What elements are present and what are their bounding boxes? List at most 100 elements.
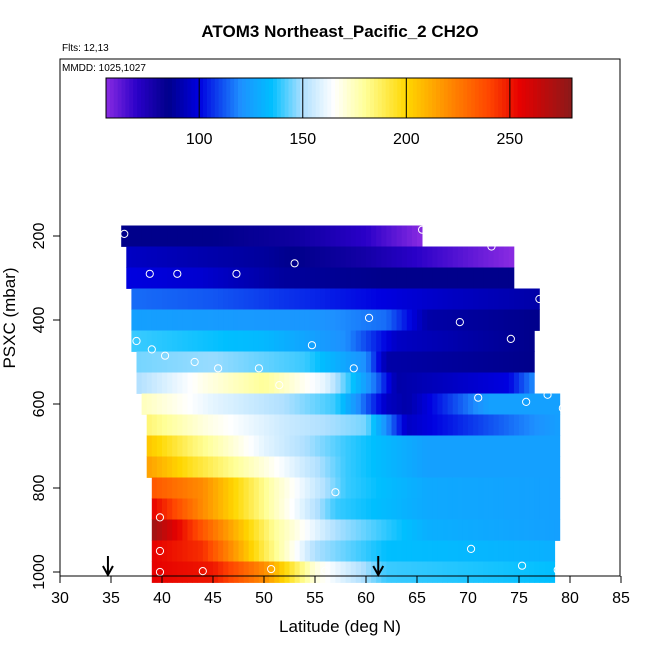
heatmap-cell-0-46 xyxy=(355,225,362,247)
heatmap-cell-6-20 xyxy=(238,351,244,373)
x-tick-label-1: 35 xyxy=(102,590,120,607)
heatmap-cell-7-77 xyxy=(529,372,535,394)
colorbar-segment-8 xyxy=(137,78,142,118)
heatmap-cell-6-71 xyxy=(498,351,505,373)
heatmap-cell-12-40 xyxy=(355,477,362,499)
heatmap-cell-3-4 xyxy=(151,288,158,310)
heatmap-cell-2-55 xyxy=(406,267,413,289)
heatmap-cell-5-22 xyxy=(243,330,250,352)
heatmap-cell-15-45 xyxy=(381,540,387,562)
heatmap-cell-11-6 xyxy=(177,456,183,478)
heatmap-cell-14-72 xyxy=(519,519,525,541)
heatmap-cell-9-19 xyxy=(243,414,250,436)
heatmap-cell-14-10 xyxy=(202,519,209,541)
heatmap-cell-3-58 xyxy=(427,288,433,310)
heatmap-cell-8-55 xyxy=(422,393,428,415)
heatmap-cell-14-55 xyxy=(432,519,438,541)
heatmap-cell-9-5 xyxy=(172,414,178,436)
heatmap-cell-11-46 xyxy=(381,456,387,478)
heatmap-cell-11-60 xyxy=(452,456,459,478)
heatmap-cell-6-5 xyxy=(162,351,168,373)
heatmap-cell-12-12 xyxy=(213,477,219,499)
heatmap-cell-13-37 xyxy=(340,498,346,520)
heatmap-cell-16-15 xyxy=(228,561,234,583)
heatmap-cell-8-46 xyxy=(376,393,382,415)
heatmap-cell-13-47 xyxy=(391,498,397,520)
heatmap-cell-2-42 xyxy=(340,267,346,289)
heatmap-cell-16-1 xyxy=(156,561,163,583)
heatmap-cell-12-70 xyxy=(508,477,515,499)
heatmap-cell-14-2 xyxy=(162,519,168,541)
heatmap-cell-0-57 xyxy=(411,225,418,247)
heatmap-cell-9-3 xyxy=(162,414,168,436)
heatmap-cell-16-27 xyxy=(289,561,295,583)
heatmap-cell-3-40 xyxy=(335,288,341,310)
heatmap-cell-0-36 xyxy=(304,225,311,247)
heatmap-cell-6-35 xyxy=(315,351,321,373)
colorbar-segment-104 xyxy=(509,78,515,118)
heatmap-cell-0-39 xyxy=(320,225,326,247)
heatmap-cell-0-31 xyxy=(279,225,285,247)
heatmap-cell-0-48 xyxy=(366,225,372,247)
heatmap-cell-4-1 xyxy=(136,309,142,331)
heatmap-cell-12-77 xyxy=(544,477,550,499)
heatmap-cell-4-15 xyxy=(207,309,214,331)
heatmap-cell-14-6 xyxy=(182,519,188,541)
heatmap-cell-7-66 xyxy=(473,372,479,394)
heatmap-cell-14-64 xyxy=(478,519,484,541)
heatmap-cell-14-44 xyxy=(376,519,382,541)
heatmap-cell-13-73 xyxy=(524,498,530,520)
heatmap-cell-10-40 xyxy=(350,435,357,457)
heatmap-cell-6-46 xyxy=(371,351,377,373)
heatmap-cell-14-25 xyxy=(279,519,285,541)
heatmap-cell-13-15 xyxy=(228,498,234,520)
heatmap-cell-8-11 xyxy=(197,393,204,415)
heatmap-cell-4-37 xyxy=(320,309,326,331)
heatmap-cell-12-4 xyxy=(172,477,178,499)
heatmap-cell-2-32 xyxy=(289,267,295,289)
colorbar-segment-48 xyxy=(292,78,297,118)
heatmap-cell-3-48 xyxy=(376,288,382,310)
heatmap-cell-14-30 xyxy=(304,519,311,541)
heatmap-cell-5-63 xyxy=(452,330,459,352)
heatmap-cell-3-79 xyxy=(534,288,540,310)
heatmap-cell-11-37 xyxy=(335,456,341,478)
heatmap-cell-7-9 xyxy=(182,372,188,394)
heatmap-cell-12-69 xyxy=(503,477,510,499)
heatmap-cell-12-60 xyxy=(457,477,464,499)
heatmap-cell-10-14 xyxy=(218,435,224,457)
heatmap-cell-16-42 xyxy=(366,561,372,583)
heatmap-cell-5-6 xyxy=(162,330,168,352)
heatmap-cell-11-47 xyxy=(386,456,392,478)
heatmap-cell-7-44 xyxy=(360,372,367,394)
heatmap-cell-0-23 xyxy=(238,225,244,247)
heatmap-cell-15-74 xyxy=(529,540,535,562)
sample-point-1 xyxy=(418,225,427,234)
heatmap-cell-3-50 xyxy=(386,288,392,310)
heatmap-cell-15-34 xyxy=(325,540,331,562)
heatmap-cell-4-70 xyxy=(488,309,494,331)
heatmap-cell-6-24 xyxy=(258,351,265,373)
heatmap-cell-4-16 xyxy=(213,309,219,331)
heatmap-cell-12-67 xyxy=(493,477,499,499)
heatmap-cell-3-17 xyxy=(218,288,224,310)
colorbar-segment-51 xyxy=(304,78,309,118)
heatmap-cell-9-80 xyxy=(554,414,561,436)
heatmap-cell-3-71 xyxy=(493,288,499,310)
heatmap-cell-2-73 xyxy=(498,267,505,289)
heatmap-cell-2-25 xyxy=(253,267,260,289)
y-tick-label-1: 400 xyxy=(31,307,48,334)
heatmap-cell-13-39 xyxy=(350,498,357,520)
heatmap-cell-16-59 xyxy=(452,561,459,583)
heatmap-cell-1-68 xyxy=(473,246,479,268)
heatmap-cell-5-68 xyxy=(478,330,484,352)
heatmap-cell-9-53 xyxy=(417,414,423,436)
heatmap-cell-11-55 xyxy=(427,456,433,478)
heatmap-cell-9-69 xyxy=(498,414,505,436)
heatmap-cell-2-71 xyxy=(488,267,494,289)
heatmap-cell-0-24 xyxy=(243,225,250,247)
heatmap-cell-3-45 xyxy=(360,288,367,310)
heatmap-cell-6-0 xyxy=(136,351,142,373)
heatmap-cell-1-61 xyxy=(437,246,443,268)
heatmap-cell-16-43 xyxy=(371,561,377,583)
